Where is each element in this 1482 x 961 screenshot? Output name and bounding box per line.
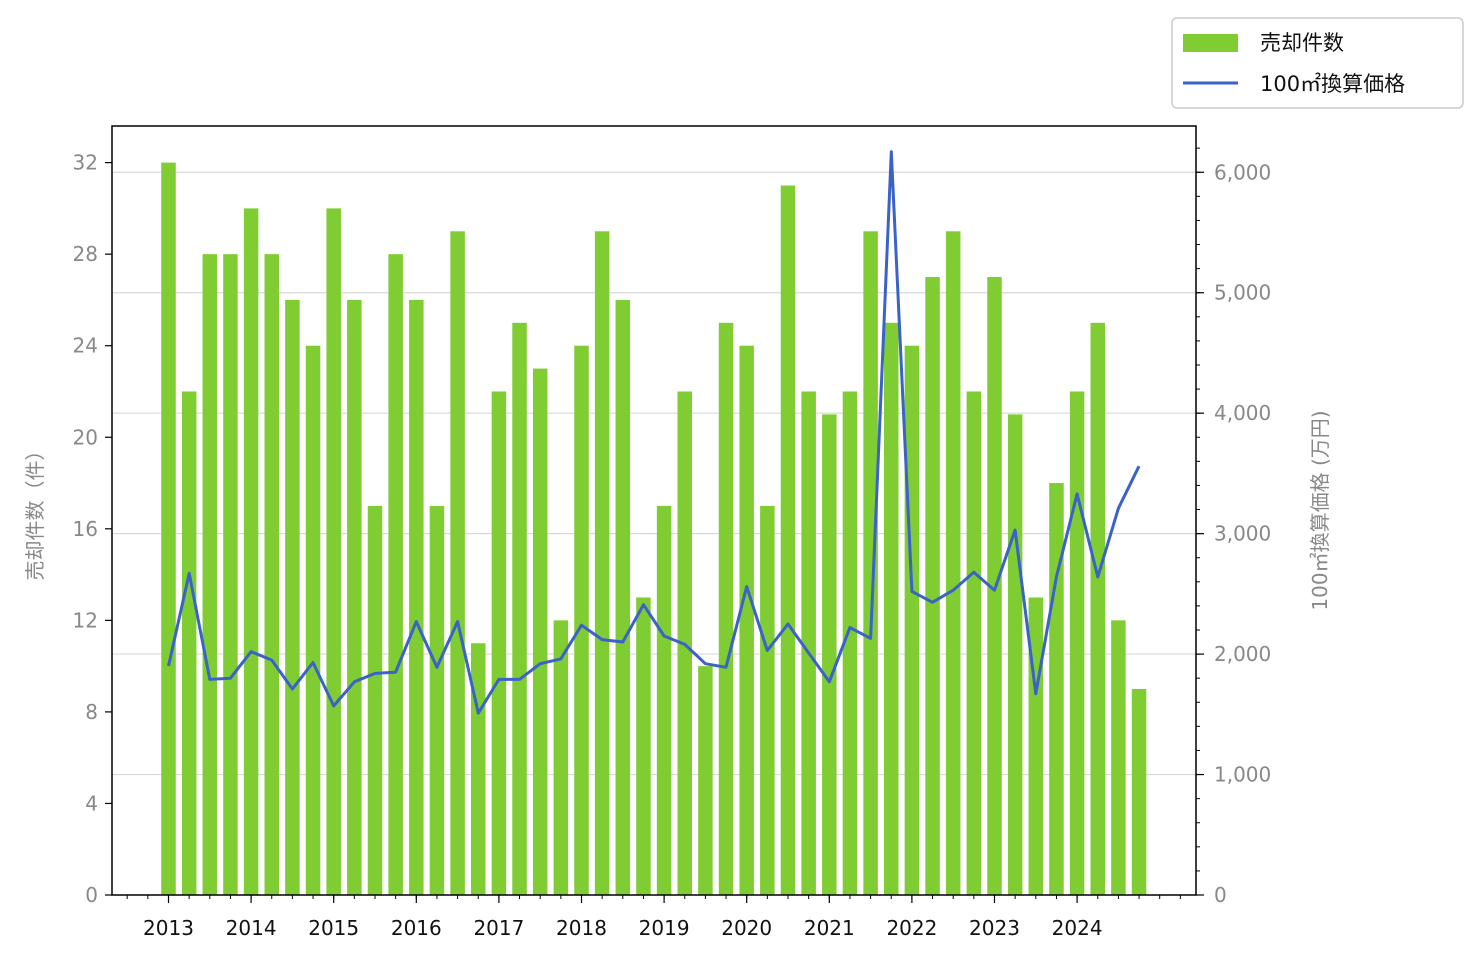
bar-series xyxy=(161,162,1147,896)
left-tick-label: 20 xyxy=(73,425,98,449)
bar xyxy=(842,391,858,895)
bar xyxy=(698,666,713,895)
bar xyxy=(243,208,259,896)
bar xyxy=(863,231,878,895)
bar xyxy=(1111,620,1126,895)
x-tick-label: 2014 xyxy=(226,916,277,940)
bar xyxy=(532,368,548,895)
x-axis: 2013 2014 2015 2016 2017 2018 2019 2020 2021 2022… xyxy=(126,895,1181,940)
bar xyxy=(884,322,899,895)
x-tick-label: 2013 xyxy=(143,916,194,940)
right-y-axis: 0 1,000 2,000 3,000 4,000 5,000 6,000 xyxy=(1196,147,1271,907)
bar xyxy=(822,414,837,895)
bar xyxy=(574,345,589,895)
bar xyxy=(760,505,775,895)
bar xyxy=(161,162,176,896)
legend-bar-label: 売却件数 xyxy=(1260,31,1344,55)
x-tick-label: 2022 xyxy=(886,916,937,940)
bar xyxy=(305,345,321,895)
bar xyxy=(429,505,445,895)
bar xyxy=(636,597,651,895)
line-series xyxy=(167,150,1141,715)
left-y-axis-label: 売却件数（件） xyxy=(23,441,47,581)
bar xyxy=(285,299,300,895)
bar xyxy=(326,208,341,896)
bar xyxy=(223,254,238,895)
price-line xyxy=(167,150,1141,715)
legend-bar-swatch xyxy=(1183,34,1238,52)
left-tick-label: 0 xyxy=(85,883,98,907)
bar xyxy=(1131,689,1147,895)
x-tick-label: 2016 xyxy=(391,916,442,940)
bar xyxy=(388,254,403,895)
left-tick-label: 28 xyxy=(73,242,98,266)
plot-frame xyxy=(111,125,1197,896)
right-tick-label: 2,000 xyxy=(1214,642,1271,666)
bar xyxy=(739,345,754,895)
bar xyxy=(594,231,610,895)
right-tick-label: 5,000 xyxy=(1214,281,1271,305)
bar xyxy=(656,505,672,895)
right-tick-label: 6,000 xyxy=(1214,160,1271,184)
bar xyxy=(202,254,218,895)
bar xyxy=(904,345,920,895)
left-tick-label: 16 xyxy=(73,517,98,541)
x-tick-label: 2019 xyxy=(639,916,690,940)
bar xyxy=(945,231,961,895)
bar xyxy=(1069,391,1085,895)
bar xyxy=(1007,414,1023,895)
right-y-axis-label: 100㎡換算価格 (万円) xyxy=(1308,410,1332,610)
bar xyxy=(1049,483,1064,895)
bar xyxy=(409,299,424,895)
bar xyxy=(780,185,796,895)
left-y-axis: 0 4 8 12 16 20 24 28 32 xyxy=(73,151,112,907)
left-tick-label: 24 xyxy=(73,334,98,358)
bar xyxy=(512,322,527,895)
legend-box xyxy=(1171,17,1464,109)
bar xyxy=(718,322,734,895)
right-tick-label: 0 xyxy=(1214,883,1227,907)
bar xyxy=(1090,322,1105,895)
bar xyxy=(925,277,940,895)
x-tick-label: 2020 xyxy=(721,916,772,940)
legend: 売却件数 100㎡換算価格 xyxy=(1171,17,1464,109)
legend-line-label: 100㎡換算価格 xyxy=(1260,72,1405,96)
left-tick-label: 8 xyxy=(85,700,98,724)
x-tick-label: 2023 xyxy=(969,916,1020,940)
right-tick-label: 4,000 xyxy=(1214,401,1271,425)
bar xyxy=(181,391,197,895)
bar xyxy=(367,505,383,895)
bar xyxy=(450,231,465,895)
bar xyxy=(966,391,982,895)
bar xyxy=(491,391,507,895)
x-tick-label: 2015 xyxy=(308,916,359,940)
bar xyxy=(615,299,631,895)
bar xyxy=(347,299,362,895)
right-tick-label: 3,000 xyxy=(1214,522,1271,546)
x-tick-label: 2024 xyxy=(1052,916,1103,940)
left-tick-label: 32 xyxy=(73,151,98,175)
left-tick-label: 4 xyxy=(85,791,98,815)
x-tick-label: 2021 xyxy=(804,916,855,940)
bar xyxy=(801,391,816,895)
bar xyxy=(264,254,279,895)
x-tick-label: 2017 xyxy=(473,916,524,940)
bar xyxy=(471,643,486,895)
bar xyxy=(553,620,569,895)
x-tick-label: 2018 xyxy=(556,916,607,940)
right-tick-label: 1,000 xyxy=(1214,763,1271,787)
left-tick-label: 12 xyxy=(73,608,98,632)
